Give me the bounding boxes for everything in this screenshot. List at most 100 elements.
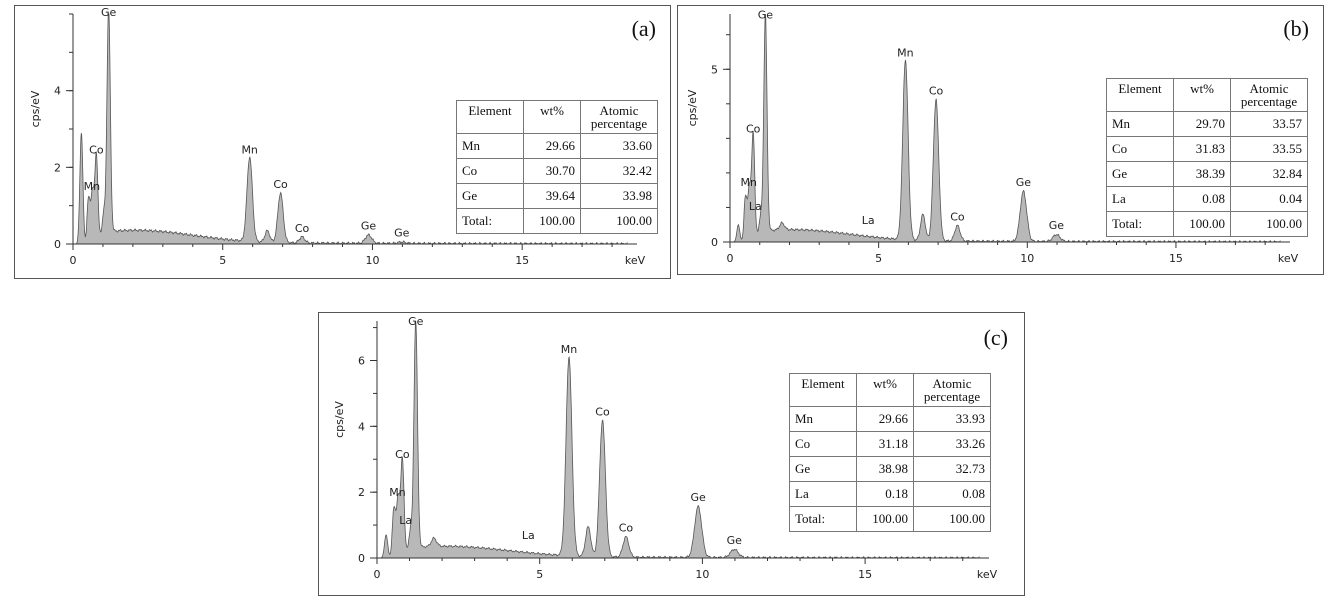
table-row: Ge 38.39 32.84	[1106, 161, 1308, 187]
table-cell: 33.55	[1230, 136, 1308, 162]
table-cell: 39.64	[523, 183, 581, 209]
peak-label: Mn	[897, 46, 913, 59]
table-cell: Total:	[1106, 211, 1174, 237]
table-row: Co 31.83 33.55	[1106, 136, 1308, 162]
y-tick-label: 5	[711, 63, 718, 76]
x-axis-label: keV	[625, 254, 646, 267]
table-row: Total: 100.00 100.00	[789, 506, 991, 532]
peak-label: Ge	[1049, 219, 1065, 232]
table-cell: 0.08	[913, 481, 991, 507]
table-cell: Co	[1106, 136, 1174, 162]
y-tick-label: 4	[358, 420, 365, 433]
y-tick-label: 6	[358, 355, 365, 368]
table-header-row: Element wt% Atomic percentage	[1106, 78, 1308, 112]
table-cell: 32.84	[1230, 161, 1308, 187]
peak-label: Co	[89, 144, 104, 157]
x-tick-label: 0	[374, 568, 381, 581]
table-row: Total: 100.00 100.00	[456, 208, 658, 234]
composition-table: Element wt% Atomic percentage Mn 29.66 3…	[789, 373, 991, 532]
peak-label: Mn	[561, 343, 577, 356]
header-atomic: Atomic percentage	[913, 373, 991, 407]
peak-label: Co	[395, 448, 410, 461]
table-cell: 0.04	[1230, 186, 1308, 212]
table-cell: 100.00	[856, 506, 914, 532]
peak-label: Mn	[84, 180, 100, 193]
peak-label: Co	[273, 178, 288, 191]
spectrum-panel-b: 0 5 10 15 keV 0 5 cps/eV Ge Co Mn La La Mn Co Co Ge Ge (b…	[677, 5, 1324, 275]
peak-label: Ge	[691, 491, 707, 504]
peak-label: Mn	[740, 176, 756, 189]
x-tick-label: 10	[695, 568, 709, 581]
table-row: Co 31.18 33.26	[789, 431, 991, 457]
table-cell: 0.18	[856, 481, 914, 507]
x-axis-label: keV	[977, 568, 998, 581]
table-cell: Mn	[789, 406, 857, 432]
peak-label: Co	[619, 522, 634, 535]
table-cell: 33.60	[580, 133, 658, 159]
y-tick-label: 0	[358, 552, 365, 565]
table-row: Mn 29.66 33.60	[456, 133, 658, 159]
peak-label: Mn	[241, 144, 257, 157]
table-row: Ge 39.64 33.98	[456, 183, 658, 209]
table-cell: 29.66	[856, 406, 914, 432]
x-tick-label: 15	[515, 254, 529, 267]
peak-label: Ge	[101, 6, 117, 19]
table-row: La 0.08 0.04	[1106, 186, 1308, 212]
peak-label: Co	[295, 222, 310, 235]
header-wt: wt%	[856, 373, 914, 407]
table-cell: 33.98	[580, 183, 658, 209]
table-cell: La	[789, 481, 857, 507]
peak-label: La	[862, 214, 875, 227]
table-cell: Mn	[456, 133, 524, 159]
peak-label: Ge	[727, 534, 743, 547]
table-cell: Co	[789, 431, 857, 457]
y-axis-label: cps/eV	[29, 90, 42, 127]
header-wt: wt%	[523, 100, 581, 134]
peak-label: Co	[746, 122, 761, 135]
peak-label: Ge	[408, 315, 424, 328]
x-tick-label: 0	[70, 254, 77, 267]
table-cell: 33.93	[913, 406, 991, 432]
table-row: Ge 38.98 32.73	[789, 456, 991, 482]
composition-table: Element wt% Atomic percentage Mn 29.66 3…	[456, 100, 658, 234]
table-cell: Ge	[789, 456, 857, 482]
table-row: Total: 100.00 100.00	[1106, 211, 1308, 237]
table-cell: 33.57	[1230, 111, 1308, 137]
panel-label: (c)	[983, 325, 1008, 350]
header-element: Element	[789, 373, 857, 407]
x-tick-label: 5	[219, 254, 226, 267]
peak-label: La	[399, 514, 412, 527]
spectrum-panel-c: 0 5 10 15 keV 0 2 4 6 cps/eV Ge Co Mn La La Mn Co Co Ge Ge …	[318, 312, 1025, 596]
table-cell: 100.00	[913, 506, 991, 532]
header-wt: wt%	[1173, 78, 1231, 112]
y-tick-label: 2	[54, 161, 61, 174]
x-tick-label: 10	[365, 254, 379, 267]
table-cell: 100.00	[1173, 211, 1231, 237]
x-tick-label: 5	[875, 252, 882, 265]
peak-label: Ge	[361, 220, 377, 233]
peak-label: Co	[950, 210, 965, 223]
header-atomic: Atomic percentage	[1230, 78, 1308, 112]
y-tick-label: 4	[54, 85, 61, 98]
table-cell: 100.00	[1230, 211, 1308, 237]
table-cell: 32.42	[580, 158, 658, 184]
x-tick-label: 10	[1020, 252, 1034, 265]
table-row: La 0.18 0.08	[789, 481, 991, 507]
table-row: Mn 29.66 33.93	[789, 406, 991, 432]
table-cell: Ge	[456, 183, 524, 209]
x-tick-label: 15	[1169, 252, 1183, 265]
panel-label: (b)	[1283, 16, 1309, 41]
table-cell: Co	[456, 158, 524, 184]
table-cell: 31.83	[1173, 136, 1231, 162]
panel-label: (a)	[631, 16, 656, 41]
table-row: Mn 29.70 33.57	[1106, 111, 1308, 137]
y-axis-label: cps/eV	[686, 89, 699, 126]
x-tick-label: 5	[536, 568, 543, 581]
header-element: Element	[456, 100, 524, 134]
table-row: Co 30.70 32.42	[456, 158, 658, 184]
peak-label: Ge	[758, 8, 774, 21]
y-tick-label: 2	[358, 486, 365, 499]
